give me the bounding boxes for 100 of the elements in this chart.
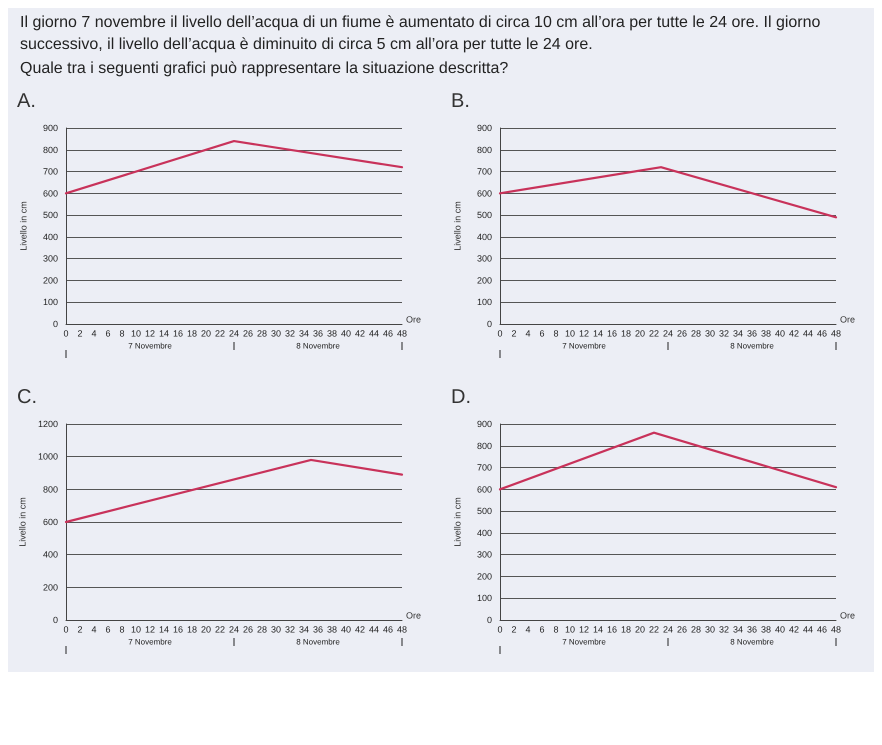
y-tick-label: 900 [42, 123, 58, 133]
x-tick-label: 8 [119, 328, 125, 338]
x-tick-label: 12 [578, 624, 590, 634]
x-tick-label: 28 [690, 328, 702, 338]
x-tick-label: 4 [525, 624, 531, 634]
x-tick-label: 16 [606, 328, 618, 338]
x-tick-label: 14 [592, 328, 604, 338]
y-tick-label: 800 [42, 484, 58, 494]
x-tick-label: 34 [298, 328, 310, 338]
x-tick-label: 8 [553, 624, 559, 634]
x-tick-label: 36 [312, 328, 324, 338]
y-tick-label: 300 [476, 550, 492, 560]
x-axis-title: Ore [840, 610, 856, 620]
text: 7 Novembre [562, 342, 606, 350]
y-tick-label: 600 [42, 188, 58, 198]
text: 7 Novembre [562, 638, 606, 646]
x-tick-label: 22 [648, 328, 660, 338]
x-tick-label: 36 [746, 624, 758, 634]
x-tick-label: 16 [606, 624, 618, 634]
x-tick-label: 8 [119, 624, 125, 634]
x-tick-label: 34 [298, 624, 310, 634]
x-tick-label: 16 [172, 328, 184, 338]
x-tick-label: 32 [284, 624, 296, 634]
x-tick-label: 30 [270, 328, 282, 338]
x-axis-title: Ore [840, 314, 856, 324]
x-tick-label: 12 [144, 328, 156, 338]
y-tick-label: 200 [476, 571, 492, 582]
x-tick-label: 0 [63, 328, 69, 338]
y-tick-label: 300 [476, 254, 492, 264]
y-tick-label: 0 [52, 319, 58, 329]
text: 8 Novembre [730, 342, 774, 350]
y-tick-label: 800 [476, 144, 492, 155]
x-tick-label: 6 [105, 328, 111, 338]
x-tick-label: 14 [158, 624, 170, 634]
y-tick-label: 600 [42, 517, 58, 527]
x-tick-label: 40 [340, 624, 352, 634]
x-tick-label: 10 [564, 624, 576, 634]
x-tick-label: 10 [130, 624, 142, 634]
x-tick-label: 34 [732, 328, 744, 338]
x-tick-label: 36 [746, 328, 758, 338]
y-tick-label: 800 [42, 144, 58, 155]
x-tick-label: 18 [186, 328, 198, 338]
y-tick-label: 100 [476, 593, 492, 604]
chart-title: D. [451, 386, 471, 408]
y-tick-label: 700 [476, 462, 492, 473]
y-tick-label: 200 [42, 582, 58, 592]
x-tick-label: 14 [158, 328, 170, 338]
y-tick-label: 200 [476, 275, 492, 286]
y-tick-label: 400 [42, 550, 58, 560]
y-tick-label: 0 [486, 319, 492, 329]
x-tick-label: 42 [788, 328, 800, 338]
x-tick-label: 2 [511, 328, 517, 338]
x-tick-label: 38 [326, 624, 338, 634]
x-tick-label: 18 [620, 624, 632, 634]
text: 7 Novembre [128, 638, 172, 646]
y-axis-title: Livello in cm [452, 201, 462, 251]
y-tick-label: 500 [476, 210, 492, 220]
x-tick-label: 18 [620, 328, 632, 338]
x-tick-label: 38 [760, 328, 772, 338]
x-tick-label: 44 [368, 624, 380, 634]
x-tick-label: 48 [830, 624, 842, 634]
y-axis-title: Livello in cm [18, 201, 28, 251]
x-tick-label: 0 [497, 624, 503, 634]
x-tick-label: 44 [802, 624, 814, 634]
chart-title: B. [451, 90, 470, 112]
x-tick-label: 42 [354, 624, 366, 634]
y-tick-label: 200 [42, 275, 58, 286]
x-tick-label: 48 [396, 328, 408, 338]
x-tick-label: 12 [144, 624, 156, 634]
x-tick-label: 40 [774, 624, 786, 634]
x-tick-label: 32 [718, 624, 730, 634]
y-tick-label: 700 [476, 166, 492, 177]
chart-title: A. [17, 90, 36, 112]
x-tick-label: 14 [592, 624, 604, 634]
x-tick-label: 40 [774, 328, 786, 338]
x-tick-label: 44 [802, 328, 814, 338]
y-tick-label: 100 [476, 297, 492, 308]
text: 8 Novembre [296, 342, 340, 350]
x-tick-label: 24 [662, 328, 674, 338]
x-tick-label: 0 [497, 328, 503, 338]
y-tick-label: 100 [42, 297, 58, 308]
x-tick-label: 48 [830, 328, 842, 338]
y-tick-label: 600 [476, 188, 492, 198]
x-tick-label: 22 [214, 624, 226, 634]
x-tick-label: 6 [539, 624, 545, 634]
text: Quale tra i seguenti grafici può rappresentare la situazione descritta? [20, 59, 510, 79]
x-tick-label: 16 [172, 624, 184, 634]
x-tick-label: 8 [553, 328, 559, 338]
y-tick-label: 400 [476, 232, 492, 242]
x-tick-label: 38 [326, 328, 338, 338]
x-tick-label: 42 [354, 328, 366, 338]
x-tick-label: 46 [816, 624, 828, 634]
y-tick-label: 1000 [38, 452, 58, 462]
x-tick-label: 30 [704, 328, 716, 338]
text: 7 Novembre [128, 342, 172, 350]
y-tick-label: 500 [42, 210, 58, 220]
x-tick-label: 4 [525, 328, 531, 338]
x-tick-label: 30 [704, 624, 716, 634]
x-tick-label: 32 [718, 328, 730, 338]
x-tick-label: 18 [186, 624, 198, 634]
